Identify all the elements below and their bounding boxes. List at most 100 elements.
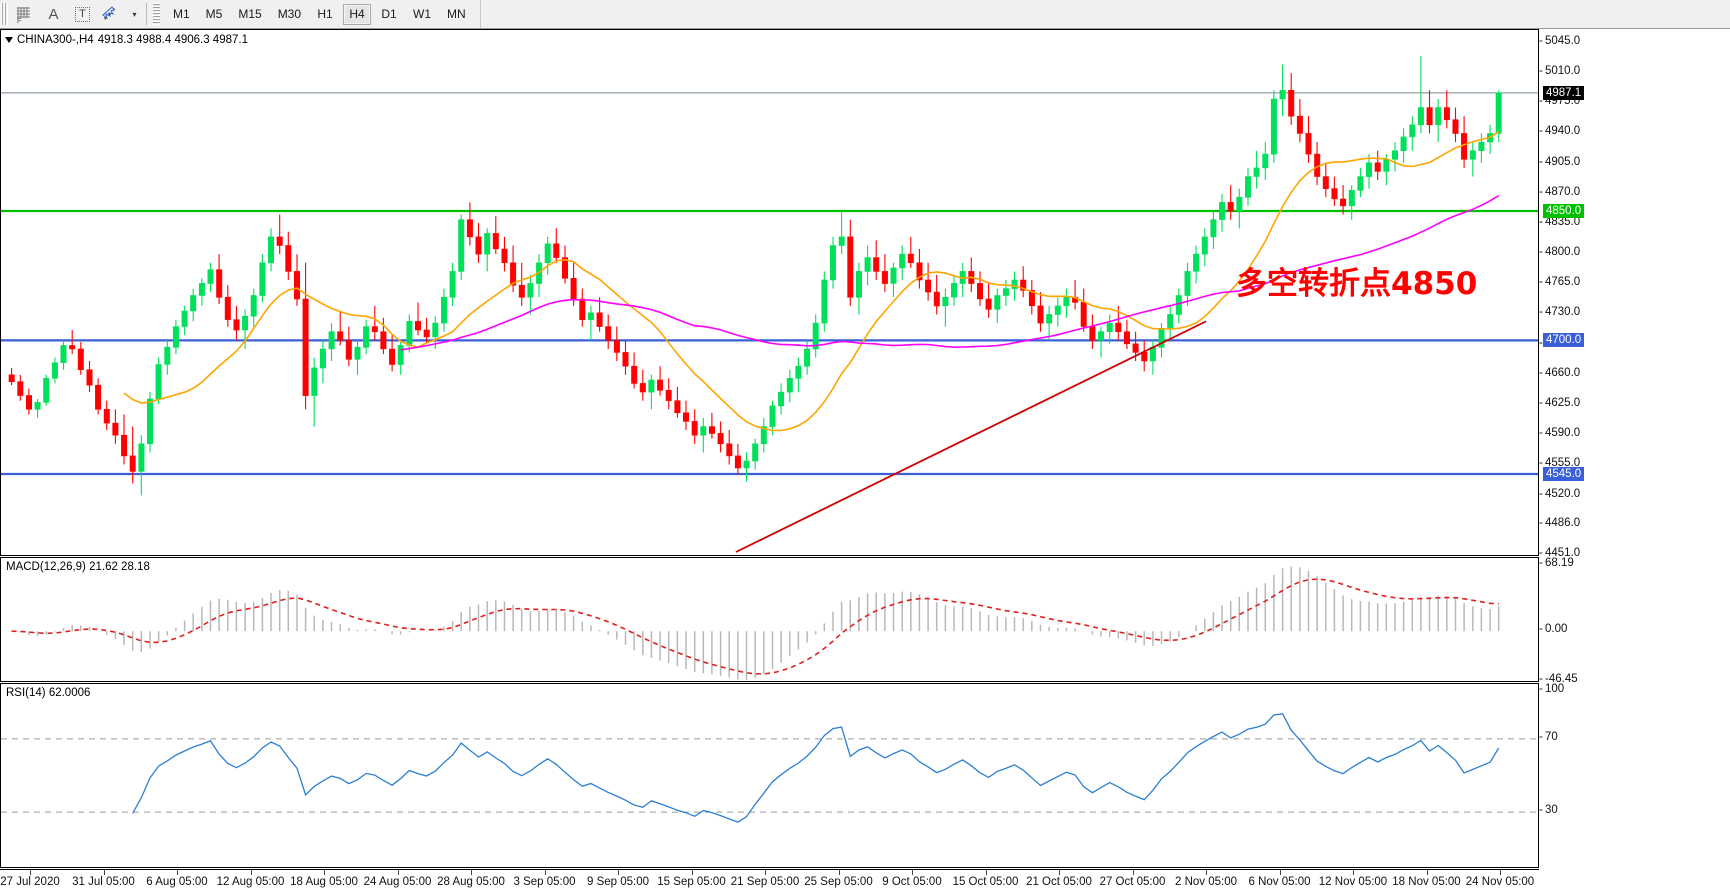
timeframe-m5[interactable]: M5	[205, 7, 223, 21]
price-tick: 5045.0	[1539, 34, 1581, 47]
price-tick: 4800.0	[1539, 246, 1580, 258]
price-tick: 4905.0	[1539, 156, 1580, 168]
price-tick: 4486.0	[1539, 516, 1581, 529]
toolbar-drag-grip[interactable]	[1, 3, 8, 25]
price-tick: 4765.0	[1539, 276, 1581, 289]
timeframe-w1[interactable]: W1	[413, 7, 432, 21]
crosshair-grid-glyph: F	[17, 6, 30, 23]
time-tick-label: 12 Nov 05:00	[1318, 876, 1388, 888]
chart-root: CHINA300-,H4 4918.3 4988.4 4906.3 4987.1…	[0, 29, 1730, 896]
chart-annotation: 多空转折点4850	[1236, 266, 1478, 302]
price-tick: 4451.0	[1539, 547, 1581, 559]
tick-dash	[1539, 684, 1544, 695]
tick-value: 5010.0	[1545, 65, 1581, 78]
text-label-glyph: A	[48, 5, 59, 23]
time-tick-label: 2 Nov 05:00	[1174, 876, 1238, 888]
text-label-icon[interactable]: A	[40, 2, 67, 26]
tick-dash	[1539, 805, 1544, 816]
timeframe-h1[interactable]: H1	[317, 7, 333, 21]
time-tick-mark	[324, 870, 325, 875]
time-tick-label: 12 Aug 05:00	[216, 876, 285, 888]
time-tick-mark	[397, 870, 399, 875]
time-tick-mark	[30, 870, 31, 875]
tick-value: 5045.0	[1545, 34, 1581, 47]
tick-value: 4555.0	[1545, 457, 1581, 470]
rsi-label: RSI(14) 62.0006	[6, 687, 91, 699]
time-tick-label: 25 Sep 05:00	[804, 876, 873, 888]
time-tick-label: 18 Nov 05:00	[1392, 876, 1461, 888]
macd-axis-labels: 68.19 0.00 -46.45	[1539, 29, 1730, 868]
crosshair-grid-icon[interactable]: F	[11, 2, 38, 26]
time-tick-label: 15 Oct 05:00	[952, 876, 1019, 888]
macd-chart-canvas	[11, 566, 1500, 680]
level-tag-4545: 4545.0	[1543, 466, 1585, 481]
time-tick-mark	[1279, 870, 1281, 875]
time-tick-mark	[765, 870, 766, 875]
tick-value: 70	[1545, 730, 1558, 743]
time-tick-mark	[985, 870, 987, 875]
chevron-down-icon: ▾	[132, 9, 137, 19]
tick-value: 4590.0	[1545, 427, 1581, 440]
price-tick: 4975.0	[1539, 96, 1580, 108]
time-tick-label: 21 Oct 05:00	[1026, 876, 1092, 888]
macd-pane[interactable]: MACD(12,26,9) 21.62 28.18	[0, 557, 1539, 682]
price-tick: 4625.0	[1539, 397, 1581, 409]
price-tick: 4870.0	[1539, 185, 1581, 198]
time-tick-mark	[691, 870, 693, 875]
macd-label: MACD(12,26,9) 21.62 28.18	[6, 561, 150, 573]
tick-value: 4660.0	[1545, 366, 1581, 379]
time-tick-mark	[838, 870, 840, 875]
timeframe-m30[interactable]: M30	[277, 7, 302, 21]
rsi-pane[interactable]: RSI(14) 62.0006	[0, 683, 1539, 868]
time-tick-mark	[912, 870, 913, 875]
rsi-tick: 70	[1539, 730, 1558, 743]
time-tick-label: 24 Nov 05:00	[1465, 876, 1535, 888]
timeframe-d1[interactable]: D1	[381, 7, 397, 21]
tick-value: 4730.0	[1545, 306, 1581, 319]
timeframe-mn[interactable]: MN	[447, 7, 466, 21]
rsi-tick: 100	[1539, 683, 1565, 695]
tick-value: 4520.0	[1545, 487, 1581, 500]
tick-value: 30	[1545, 804, 1558, 817]
time-tick-mark	[1353, 870, 1354, 875]
price-tick: 4520.0	[1539, 487, 1581, 500]
symbol-header: CHINA300-,H4 4918.3 4988.4 4906.3 4987.1	[5, 34, 248, 46]
objects-icon[interactable]	[98, 2, 125, 26]
svg-text:F: F	[17, 18, 21, 23]
text-box-glyph: T	[75, 6, 90, 22]
tick-value: 0.00	[1545, 623, 1568, 636]
objects-dropdown-arrow-icon[interactable]: ▾	[127, 2, 141, 26]
time-axis[interactable]: 27 Jul 2020 31 Jul 05:00 6 Aug 05:00 12 Aug…	[0, 869, 1539, 896]
price-tick: 4730.0	[1539, 306, 1581, 319]
tick-value: -46.45	[1545, 673, 1578, 685]
macd-tick: 0.00	[1539, 623, 1568, 636]
tick-value: 4940.0	[1545, 125, 1581, 138]
tick-value: 4486.0	[1545, 516, 1581, 529]
price-axis[interactable]: 5045.0 5010.0 4975.0 4940.0 4905.0 4870.0 4835…	[1539, 29, 1730, 868]
time-tick-mark	[103, 870, 105, 875]
price-tick: 4660.0	[1539, 366, 1581, 379]
tick-value: 4765.0	[1545, 276, 1581, 289]
time-tick-label: 24 Aug 05:00	[363, 876, 432, 888]
tick-value: 4451.0	[1545, 547, 1581, 559]
tick-value: 4835.0	[1545, 215, 1581, 228]
timeframe-drag-grip[interactable]	[153, 3, 160, 25]
time-tick-mark	[250, 870, 252, 875]
time-tick-label: 21 Sep 05:00	[730, 876, 800, 888]
toolbar-separator	[146, 3, 147, 25]
price-chart-canvas	[1, 55, 1538, 553]
text-box-icon[interactable]: T	[69, 2, 96, 26]
price-tick: 4555.0	[1539, 457, 1581, 470]
price-pane[interactable]: CHINA300-,H4 4918.3 4988.4 4906.3 4987.1…	[0, 29, 1539, 556]
symbol-name: CHINA300-,H4	[17, 34, 94, 46]
collapse-triangle-icon[interactable]	[5, 37, 13, 43]
timeframe-h4[interactable]: H4	[343, 3, 372, 25]
tick-value: 4625.0	[1545, 397, 1581, 409]
tick-value: 100	[1545, 683, 1565, 695]
rsi-chart-canvas	[1, 713, 1538, 823]
tick-value: 4870.0	[1545, 185, 1581, 198]
tick-value: 68.19	[1545, 557, 1574, 569]
timeframe-m1[interactable]: M1	[173, 7, 190, 21]
timeframe-m15[interactable]: M15	[238, 7, 262, 21]
time-tick-mark	[1206, 870, 1207, 875]
